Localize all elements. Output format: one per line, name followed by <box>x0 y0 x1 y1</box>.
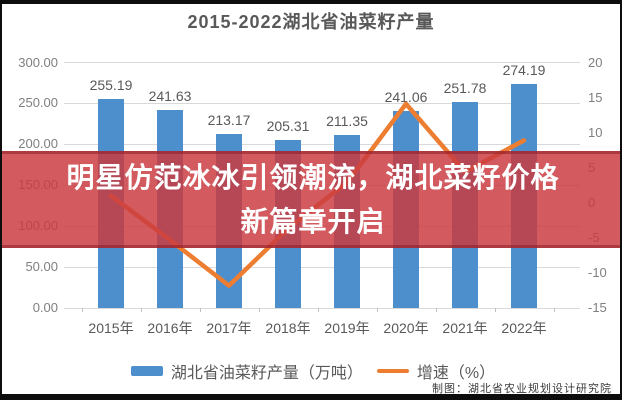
legend-label-growth: 增速（%） <box>416 365 496 382</box>
chart-legend: 湖北省油菜籽产量（万吨） 增速（%） <box>2 359 620 383</box>
bar-value-label: 205.31 <box>266 117 310 134</box>
left-axis-tick: 200.00 <box>18 136 58 152</box>
left-axis-tick: 250.00 <box>18 95 58 111</box>
x-axis-tickmark <box>199 308 201 312</box>
gridline <box>64 266 580 268</box>
bar-value-label: 213.17 <box>207 111 251 128</box>
legend-bar-swatch-icon <box>130 366 163 376</box>
x-axis-label: 2018年 <box>265 320 311 336</box>
right-axis-tick: 20 <box>588 54 603 70</box>
chart-title: 2015-2022湖北省油菜籽产量 <box>187 12 435 32</box>
legend-item-production: 湖北省油菜籽产量（万吨） <box>130 359 363 383</box>
right-axis-tick: 10 <box>588 124 603 140</box>
x-axis-label: 2020年 <box>383 320 429 336</box>
legend-label-production: 湖北省油菜籽产量（万吨） <box>170 365 363 382</box>
bar-value-label: 241.63 <box>148 88 192 105</box>
x-axis-label: 2017年 <box>206 320 252 336</box>
x-axis-label: 2019年 <box>324 320 370 336</box>
gridline <box>64 143 580 145</box>
right-axis-tick: -15 <box>588 300 607 315</box>
bar-value-label: 241.06 <box>384 88 428 105</box>
bar-value-label: 255.19 <box>89 77 133 94</box>
x-axis-tickmark <box>258 308 260 312</box>
credit-text: 制图：湖北省农业规划设计研究院 <box>432 383 612 395</box>
bar-value-label: 211.35 <box>326 113 368 130</box>
legend-line-swatch-icon <box>376 369 409 373</box>
x-axis-tickmark <box>317 308 319 312</box>
left-axis-tick: 0.00 <box>32 300 58 315</box>
bottom-black-bar <box>2 394 620 400</box>
overlay-banner: 明星仿范冰冰引领潮流，湖北菜籽价格 新篇章开启 <box>2 151 620 248</box>
x-axis-tickmark <box>553 308 555 312</box>
bar-value-label: 274.19 <box>502 61 546 78</box>
x-axis-tickmark <box>140 308 142 312</box>
x-axis-tickmark <box>435 308 437 312</box>
x-axis-label: 2015年 <box>88 320 134 336</box>
legend-item-growth: 增速（%） <box>376 359 496 383</box>
right-axis-tick: -10 <box>588 264 607 280</box>
x-axis-label: 2021年 <box>442 320 488 336</box>
top-black-bar <box>2 0 620 4</box>
x-axis-tickmark <box>376 308 378 312</box>
x-axis-tickmark <box>494 308 496 312</box>
gridline <box>64 307 580 309</box>
x-axis-tickmark <box>81 308 83 312</box>
gridline <box>64 62 580 63</box>
x-axis-label: 2016年 <box>147 320 193 336</box>
banner-text-line2: 新篇章开启 <box>240 205 386 237</box>
bar-value-label: 251.78 <box>443 79 487 96</box>
banner-text-line1: 明星仿范冰冰引领潮流，湖北菜籽价格 <box>66 161 560 193</box>
left-axis-tick: 50.00 <box>25 259 58 275</box>
x-axis-label: 2022年 <box>501 320 547 336</box>
right-axis-tick: 15 <box>588 89 603 105</box>
gridline <box>64 102 580 104</box>
left-axis-tick: 300.00 <box>18 54 58 70</box>
